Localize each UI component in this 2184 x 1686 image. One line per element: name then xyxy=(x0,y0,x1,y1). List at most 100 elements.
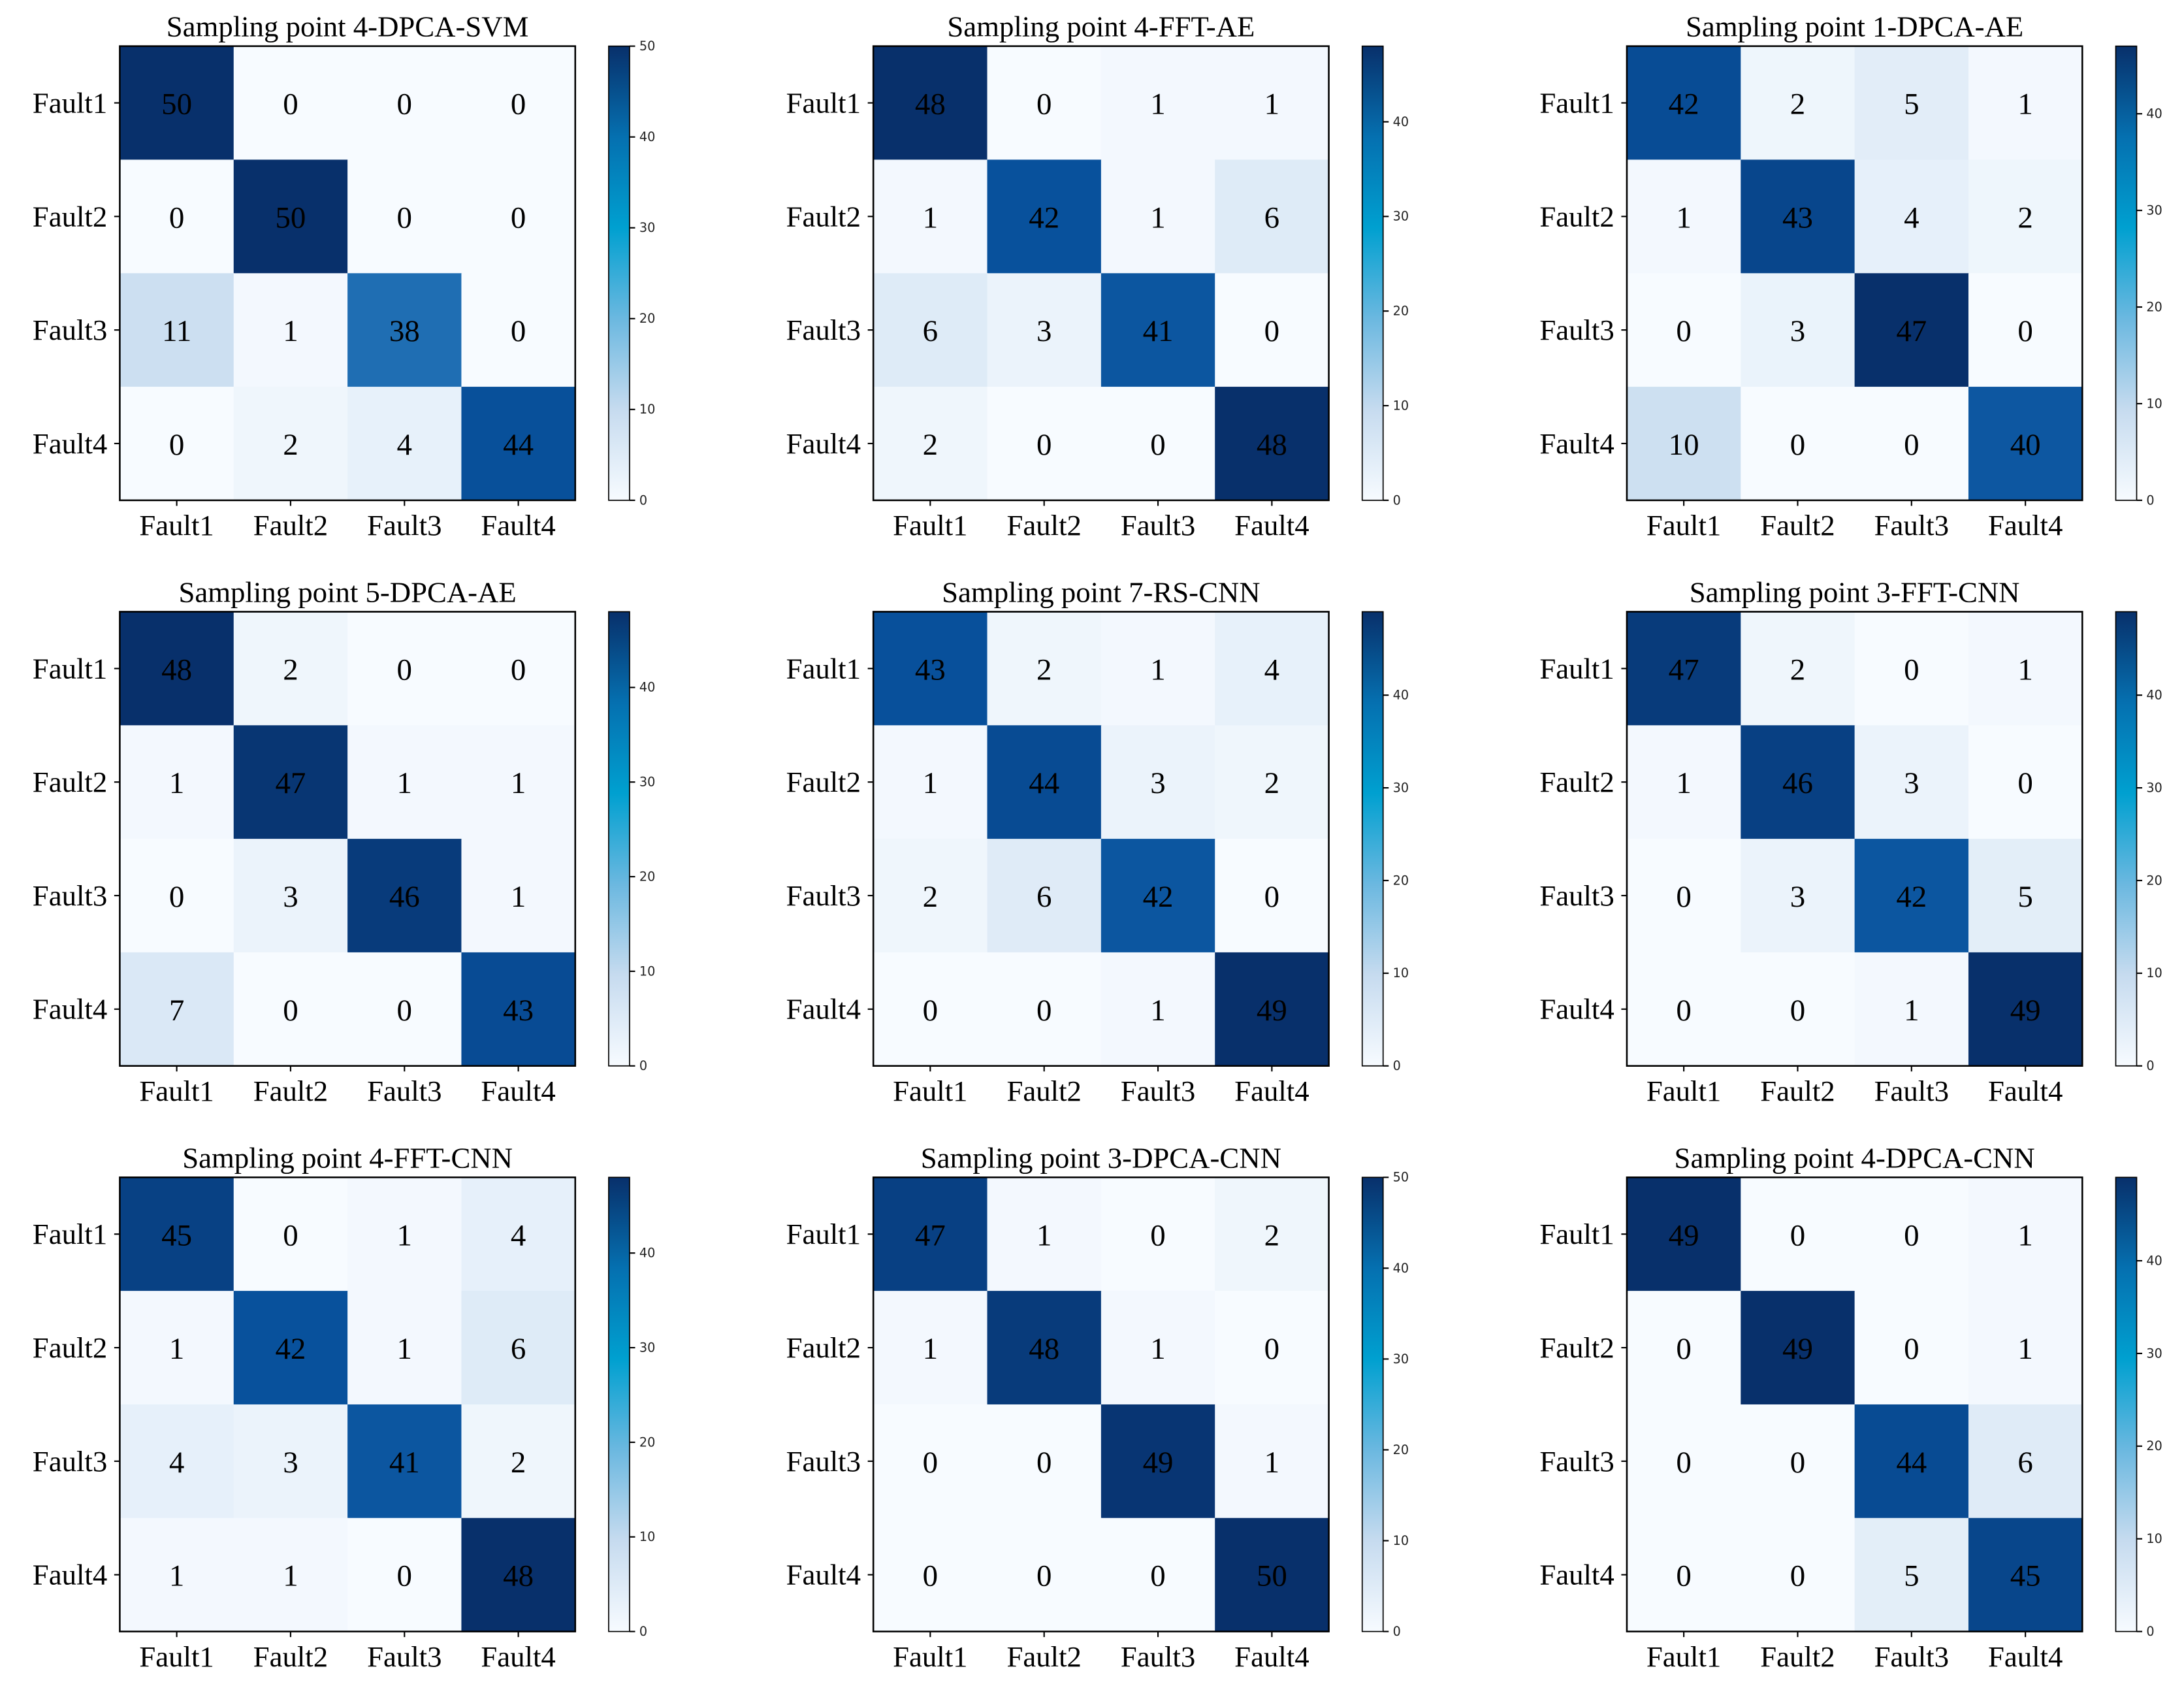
heatmap-cell xyxy=(120,46,234,161)
colorbar-tick-label: 10 xyxy=(2146,1531,2162,1546)
colorbar-tick-label: 0 xyxy=(2146,493,2154,508)
cell-value: 0 xyxy=(1676,1446,1691,1480)
x-tick-label: Fault3 xyxy=(1121,509,1195,542)
heatmap-cell xyxy=(233,46,349,161)
x-tick-label: Fault3 xyxy=(367,1640,442,1673)
colorbar-tick-label: 50 xyxy=(1393,1170,1409,1185)
heatmap-cell xyxy=(347,1517,462,1632)
cell-value: 1 xyxy=(511,880,526,914)
heatmap-cell xyxy=(461,611,576,726)
heatmap-cell xyxy=(1215,46,1330,161)
cell-value: 2 xyxy=(1264,1218,1279,1252)
cell-value: 47 xyxy=(1896,314,1927,348)
heatmap-cell xyxy=(1741,273,1855,388)
heatmap-cell xyxy=(1100,387,1216,501)
heatmap-cell xyxy=(461,725,576,840)
heatmap-cell xyxy=(120,1404,234,1519)
heatmap-cell xyxy=(1741,725,1855,840)
x-tick-label: Fault2 xyxy=(1760,509,1835,542)
heatmap-cell xyxy=(1100,1177,1216,1292)
heatmap-cell xyxy=(1741,159,1855,274)
heatmap-cell xyxy=(987,725,1102,840)
cell-value: 0 xyxy=(1264,1332,1279,1366)
colorbar-tick-label: 10 xyxy=(2146,396,2162,411)
heatmap-cell xyxy=(1215,1404,1330,1519)
colorbar-tick-label: 20 xyxy=(639,869,655,884)
cell-value: 46 xyxy=(1782,766,1813,800)
cell-value: 2 xyxy=(511,1446,526,1480)
heatmap-cell xyxy=(233,725,349,840)
heatmap-cell xyxy=(873,952,988,1067)
heatmap-cell xyxy=(1100,611,1216,726)
heatmap-cell xyxy=(1968,46,2083,161)
cell-value: 48 xyxy=(161,653,192,687)
panel-title: Sampling point 7-RS-CNN xyxy=(942,576,1260,609)
x-tick-label: Fault2 xyxy=(1006,509,1081,542)
colorbar-tick-label: 10 xyxy=(1393,965,1409,981)
x-tick-label: Fault3 xyxy=(1874,1075,1949,1107)
heatmap-cell xyxy=(987,159,1102,274)
heatmap-cell xyxy=(347,387,462,501)
heatmap-cell xyxy=(873,46,988,161)
x-tick-label: Fault4 xyxy=(1234,1640,1309,1673)
x-tick-label: Fault1 xyxy=(1646,509,1721,542)
colorbar-tick-label: 10 xyxy=(2146,965,2162,981)
colorbar-tick-label: 10 xyxy=(1393,1533,1409,1548)
cell-value: 0 xyxy=(169,428,184,462)
heatmap-cell xyxy=(1626,1404,1742,1519)
heatmap-cell xyxy=(1854,952,1970,1067)
cell-value: 0 xyxy=(1150,1559,1165,1593)
x-tick-label: Fault3 xyxy=(1874,1640,1949,1673)
y-tick-label: Fault1 xyxy=(786,1218,861,1250)
cell-value: 42 xyxy=(275,1332,306,1366)
heatmap-cell xyxy=(1741,1517,1855,1632)
cell-value: 44 xyxy=(1029,766,1059,800)
cell-value: 44 xyxy=(1896,1446,1927,1480)
cell-value: 0 xyxy=(2017,766,2032,800)
heatmap-cell xyxy=(1626,273,1742,388)
x-tick-label: Fault4 xyxy=(1234,509,1309,542)
heatmap-cell xyxy=(1968,1517,2083,1632)
cell-value: 0 xyxy=(283,88,298,122)
heatmap-cell xyxy=(987,839,1102,953)
heatmap-cell xyxy=(461,1291,576,1406)
colorbar-tick-label: 0 xyxy=(639,1058,647,1073)
x-tick-label: Fault4 xyxy=(1988,509,2063,542)
heatmap-cell xyxy=(873,273,988,388)
cell-value: 1 xyxy=(511,766,526,800)
y-tick-label: Fault4 xyxy=(33,1559,107,1591)
cell-value: 5 xyxy=(1904,88,1919,122)
x-tick-label: Fault1 xyxy=(1646,1640,1721,1673)
cell-value: 2 xyxy=(1264,766,1279,800)
heatmap-cell xyxy=(120,839,234,953)
y-tick-label: Fault2 xyxy=(786,766,861,798)
y-tick-label: Fault1 xyxy=(786,652,861,685)
heatmap-cell xyxy=(1854,1404,1970,1519)
heatmap-cell xyxy=(873,387,988,501)
y-tick-label: Fault2 xyxy=(786,1331,861,1364)
cell-value: 0 xyxy=(397,1559,412,1593)
cell-value: 0 xyxy=(1036,1559,1052,1593)
heatmap-cell xyxy=(1100,1517,1216,1632)
cell-value: 47 xyxy=(915,1218,946,1252)
heatmap-cell xyxy=(233,159,349,274)
heatmap-cell xyxy=(873,1177,988,1292)
cell-value: 40 xyxy=(2010,428,2041,462)
heatmap-cell xyxy=(233,1291,349,1406)
colorbar-tick-label: 40 xyxy=(2146,106,2162,122)
cell-value: 2 xyxy=(1036,653,1052,687)
colorbar-tick-label: 30 xyxy=(639,1340,655,1355)
x-tick-label: Fault1 xyxy=(893,509,967,542)
cell-value: 3 xyxy=(283,1446,298,1480)
heatmap-cell xyxy=(233,952,349,1067)
y-tick-label: Fault3 xyxy=(1539,879,1614,912)
x-tick-label: Fault3 xyxy=(1874,509,1949,542)
heatmap-cell xyxy=(120,1291,234,1406)
cell-value: 1 xyxy=(1264,1446,1279,1480)
panel-title: Sampling point 4-DPCA-CNN xyxy=(1675,1141,2035,1174)
heatmap-cell xyxy=(1854,46,1970,161)
cell-value: 43 xyxy=(503,994,534,1028)
heatmap-cell xyxy=(1215,1517,1330,1632)
heatmap-cell xyxy=(1626,387,1742,501)
